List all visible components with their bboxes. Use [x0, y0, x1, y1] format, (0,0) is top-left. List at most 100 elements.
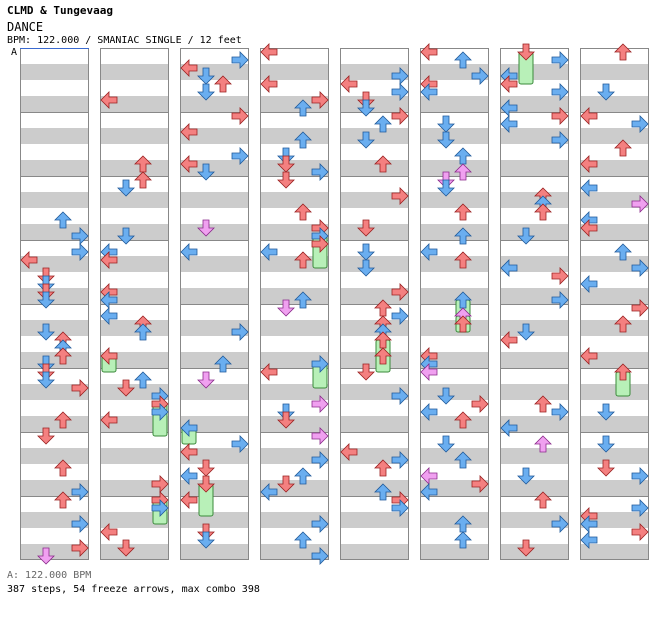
step-arrow: [197, 459, 215, 477]
step-arrow: [534, 203, 552, 221]
step-arrow: [311, 515, 329, 533]
step-arrow: [454, 531, 472, 549]
step-arrow: [454, 203, 472, 221]
step-arrow: [454, 315, 472, 333]
chart-column-7: [500, 43, 569, 560]
step-arrow: [580, 107, 598, 125]
step-arrow: [37, 427, 55, 445]
beat-stripe: [100, 64, 169, 80]
beat-stripe: [180, 224, 249, 240]
step-arrow: [391, 67, 409, 85]
step-arrow: [614, 243, 632, 261]
step-arrow: [54, 347, 72, 365]
step-arrow: [580, 275, 598, 293]
beat-stripe: [580, 128, 649, 144]
beat-stripe: [500, 192, 569, 208]
beat-stripe: [420, 544, 489, 560]
beat-stripe: [420, 128, 489, 144]
step-arrow: [357, 259, 375, 277]
chart-column-4: [260, 43, 329, 565]
step-arrow: [134, 171, 152, 189]
step-arrow: [197, 371, 215, 389]
step-arrow: [357, 219, 375, 237]
step-arrow: [71, 227, 89, 245]
beat-stripe: [580, 480, 649, 496]
step-arrow: [357, 99, 375, 117]
section-marker: A: [11, 47, 18, 58]
step-arrow: [311, 395, 329, 413]
step-arrow: [100, 91, 118, 109]
step-arrow: [551, 267, 569, 285]
beat-stripe: [180, 96, 249, 112]
step-arrow: [391, 83, 409, 101]
step-arrow: [100, 347, 118, 365]
beat-stripe: [340, 96, 409, 112]
step-arrow: [294, 251, 312, 269]
step-arrow: [260, 243, 278, 261]
beat-stripe: [260, 320, 329, 336]
beat-stripe: [580, 384, 649, 400]
step-arrow: [534, 435, 552, 453]
beat-stripe: [500, 480, 569, 496]
step-arrow: [197, 163, 215, 181]
beat-stripe: [260, 64, 329, 80]
beat-stripe: [420, 384, 489, 400]
beat-stripe: [500, 384, 569, 400]
step-arrow: [437, 131, 455, 149]
beat-stripe: [20, 352, 89, 368]
beat-stripe: [180, 544, 249, 560]
step-arrow: [631, 467, 649, 485]
beat-stripe: [420, 288, 489, 304]
beat-stripe: [20, 160, 89, 176]
step-arrow: [534, 491, 552, 509]
step-arrow: [580, 219, 598, 237]
step-arrow: [294, 131, 312, 149]
step-arrow: [420, 467, 438, 485]
beat-stripe: [580, 64, 649, 80]
step-arrow: [180, 419, 198, 437]
step-arrow: [391, 499, 409, 517]
step-arrow: [597, 459, 615, 477]
step-arrow: [551, 51, 569, 69]
step-arrow: [391, 307, 409, 325]
step-arrow: [534, 395, 552, 413]
step-arrow: [294, 467, 312, 485]
step-arrow: [597, 403, 615, 421]
step-arrow: [231, 51, 249, 69]
step-arrow: [517, 43, 535, 61]
step-arrow: [117, 539, 135, 557]
beat-stripe: [260, 256, 329, 272]
beat-stripe: [20, 448, 89, 464]
step-arrow: [551, 107, 569, 125]
chart-column-8: [580, 43, 649, 560]
step-arrow: [551, 83, 569, 101]
step-arrow: [580, 347, 598, 365]
step-arrow: [294, 291, 312, 309]
step-arrow: [551, 131, 569, 149]
step-arrow: [420, 83, 438, 101]
step-arrow: [500, 331, 518, 349]
step-arrow: [197, 531, 215, 549]
step-arrow: [260, 43, 278, 61]
step-arrow: [500, 115, 518, 133]
chart-column-3: [180, 48, 249, 560]
beat-stripe: [260, 416, 329, 432]
beat-stripe: [260, 384, 329, 400]
step-arrow: [437, 179, 455, 197]
step-arrow: [517, 323, 535, 341]
step-arrow: [37, 291, 55, 309]
step-arrow: [454, 51, 472, 69]
beat-stripe: [340, 512, 409, 528]
beat-stripe: [580, 448, 649, 464]
chart-column-1: [20, 48, 89, 565]
step-arrow: [54, 491, 72, 509]
song-title: CLMD & Tungevaag: [7, 4, 113, 17]
step-arrow: [231, 435, 249, 453]
step-arrow: [614, 363, 632, 381]
step-arrow: [614, 43, 632, 61]
step-arrow: [311, 427, 329, 445]
beat-stripe: [100, 128, 169, 144]
beat-stripe: [420, 192, 489, 208]
beat-stripe: [420, 96, 489, 112]
step-arrow: [311, 91, 329, 109]
